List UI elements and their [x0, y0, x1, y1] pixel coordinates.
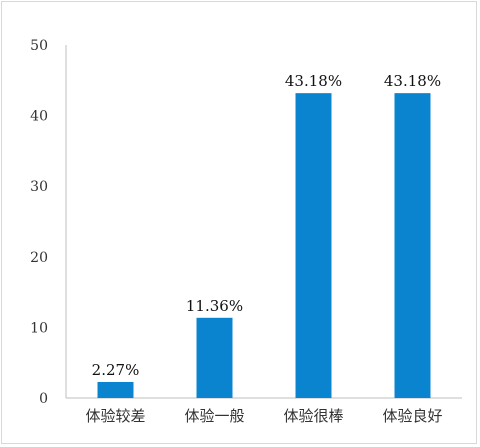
bar-data-label: 43.18% [285, 72, 342, 90]
bar-data-label: 2.27% [92, 361, 140, 379]
bar [97, 381, 134, 398]
y-tick-label: 0 [39, 391, 48, 407]
y-tick-label: 30 [30, 179, 48, 195]
y-tick-label: 20 [30, 250, 48, 266]
bar [196, 317, 233, 398]
bar [394, 93, 431, 398]
bar-data-label: 11.36% [186, 297, 243, 315]
x-category-label: 体验一般 [184, 407, 244, 425]
x-category-label: 体验良好 [382, 407, 442, 425]
bar-data-label: 43.18% [384, 72, 441, 90]
x-category-label: 体验较差 [85, 407, 145, 425]
y-tick-label: 40 [30, 109, 48, 125]
y-tick-label: 50 [30, 38, 48, 54]
x-category-label: 体验很棒 [283, 407, 343, 425]
bar [295, 93, 332, 398]
y-tick-label: 10 [30, 320, 48, 336]
